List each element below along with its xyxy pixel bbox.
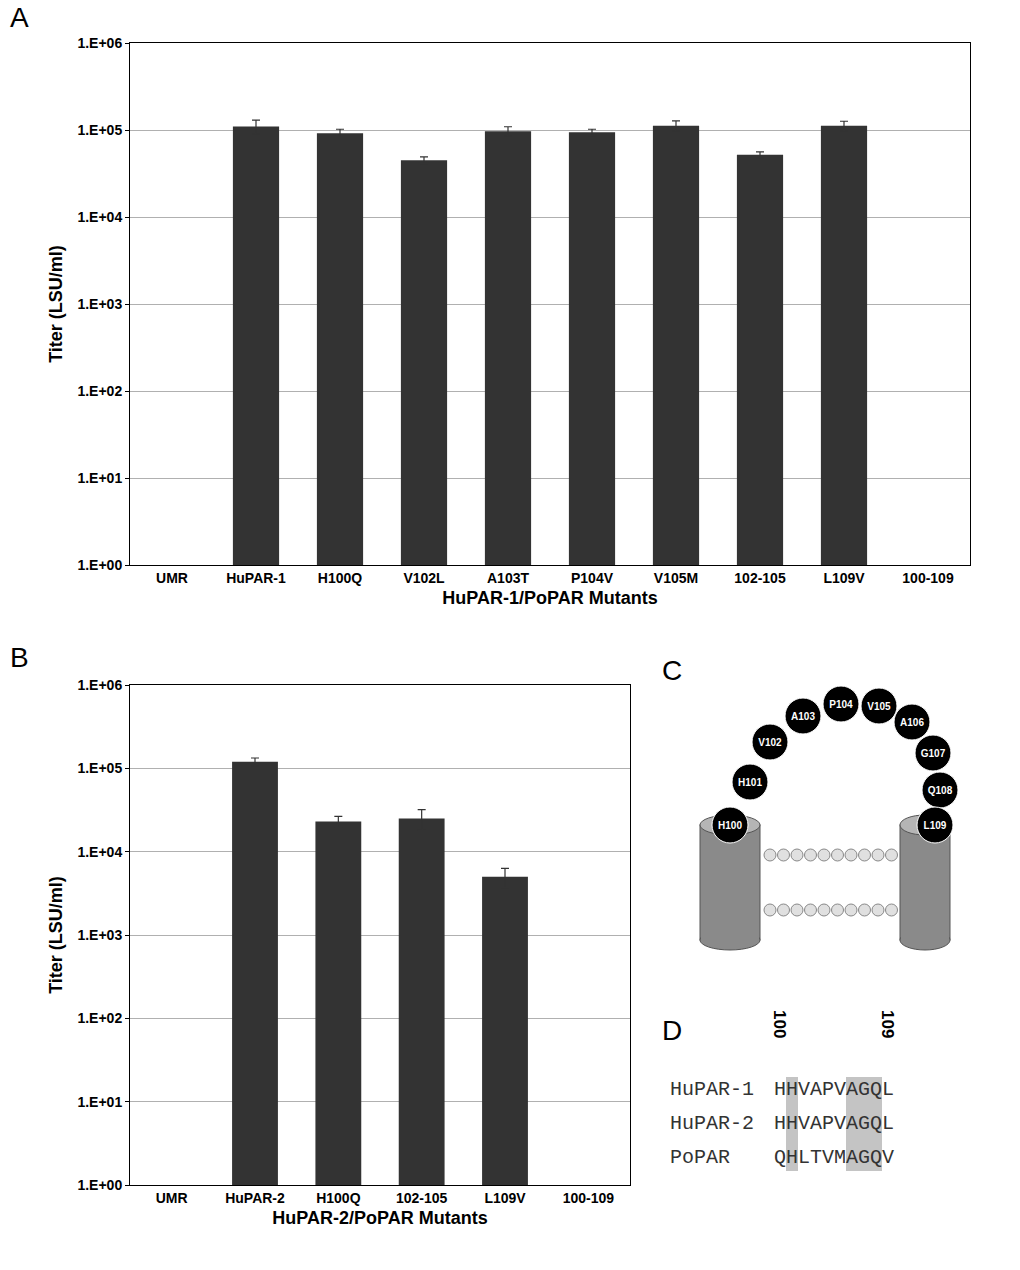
svg-text:Titer (LSU/ml): Titer (LSU/ml): [46, 876, 66, 994]
svg-text:100-109: 100-109: [563, 1190, 615, 1206]
svg-text:100-109: 100-109: [902, 570, 954, 586]
svg-text:H100Q: H100Q: [318, 570, 362, 586]
svg-text:1.E+06: 1.E+06: [77, 35, 122, 51]
svg-text:L109: L109: [924, 820, 947, 831]
svg-text:1.E+03: 1.E+03: [77, 296, 122, 312]
svg-text:C: C: [662, 655, 682, 686]
svg-text:109: 109: [878, 1010, 897, 1038]
svg-text:1.E+06: 1.E+06: [77, 677, 122, 693]
svg-text:UMR: UMR: [156, 570, 188, 586]
svg-text:Titer (LSU/ml): Titer (LSU/ml): [46, 245, 66, 363]
svg-text:PoPAR: PoPAR: [670, 1146, 730, 1169]
svg-text:H100: H100: [718, 820, 742, 831]
svg-text:HHVAPVAGQL: HHVAPVAGQL: [774, 1112, 894, 1135]
svg-text:D: D: [662, 1015, 682, 1046]
svg-text:V105M: V105M: [654, 570, 698, 586]
svg-text:UMR: UMR: [156, 1190, 188, 1206]
svg-text:Q108: Q108: [928, 785, 953, 796]
svg-text:V102: V102: [758, 737, 782, 748]
svg-text:G107: G107: [921, 748, 946, 759]
svg-text:A103T: A103T: [487, 570, 529, 586]
svg-text:1.E+02: 1.E+02: [77, 1010, 122, 1026]
svg-text:L109V: L109V: [823, 570, 865, 586]
svg-text:1.E+03: 1.E+03: [77, 927, 122, 943]
svg-text:HuPAR-2: HuPAR-2: [225, 1190, 285, 1206]
svg-text:P104: P104: [829, 699, 853, 710]
html-text:A: A: [10, 2, 29, 33]
svg-text:1.E+04: 1.E+04: [77, 209, 122, 225]
svg-text:100: 100: [770, 1010, 789, 1038]
svg-text:HuPAR-1/PoPAR Mutants: HuPAR-1/PoPAR Mutants: [442, 588, 657, 608]
svg-text:V102L: V102L: [403, 570, 445, 586]
svg-text:A103: A103: [791, 711, 815, 722]
svg-text:HuPAR-1: HuPAR-1: [670, 1078, 754, 1101]
svg-text:1.E+05: 1.E+05: [77, 760, 122, 776]
svg-text:A106: A106: [900, 717, 924, 728]
svg-text:QHLTVMAGQV: QHLTVMAGQV: [774, 1146, 894, 1169]
svg-text:HuPAR-2: HuPAR-2: [670, 1112, 754, 1135]
svg-text:P104V: P104V: [571, 570, 614, 586]
svg-text:L109V: L109V: [484, 1190, 526, 1206]
svg-text:1.E+02: 1.E+02: [77, 383, 122, 399]
svg-text:1.E+01: 1.E+01: [77, 1094, 122, 1110]
svg-text:102-105: 102-105: [734, 570, 786, 586]
svg-text:1.E+04: 1.E+04: [77, 844, 122, 860]
svg-text:V105: V105: [867, 701, 891, 712]
svg-text:1.E+01: 1.E+01: [77, 470, 122, 486]
svg-text:HHVAPVAGQL: HHVAPVAGQL: [774, 1078, 894, 1101]
svg-text:1.E+00: 1.E+00: [77, 557, 122, 573]
svg-text:1.E+00: 1.E+00: [77, 1177, 122, 1193]
svg-text:H101: H101: [738, 777, 762, 788]
html-text:B: B: [10, 642, 29, 673]
svg-text:102-105: 102-105: [396, 1190, 448, 1206]
svg-text:HuPAR-2/PoPAR Mutants: HuPAR-2/PoPAR Mutants: [272, 1208, 487, 1228]
svg-text:1.E+05: 1.E+05: [77, 122, 122, 138]
svg-text:H100Q: H100Q: [316, 1190, 360, 1206]
svg-text:HuPAR-1: HuPAR-1: [226, 570, 286, 586]
